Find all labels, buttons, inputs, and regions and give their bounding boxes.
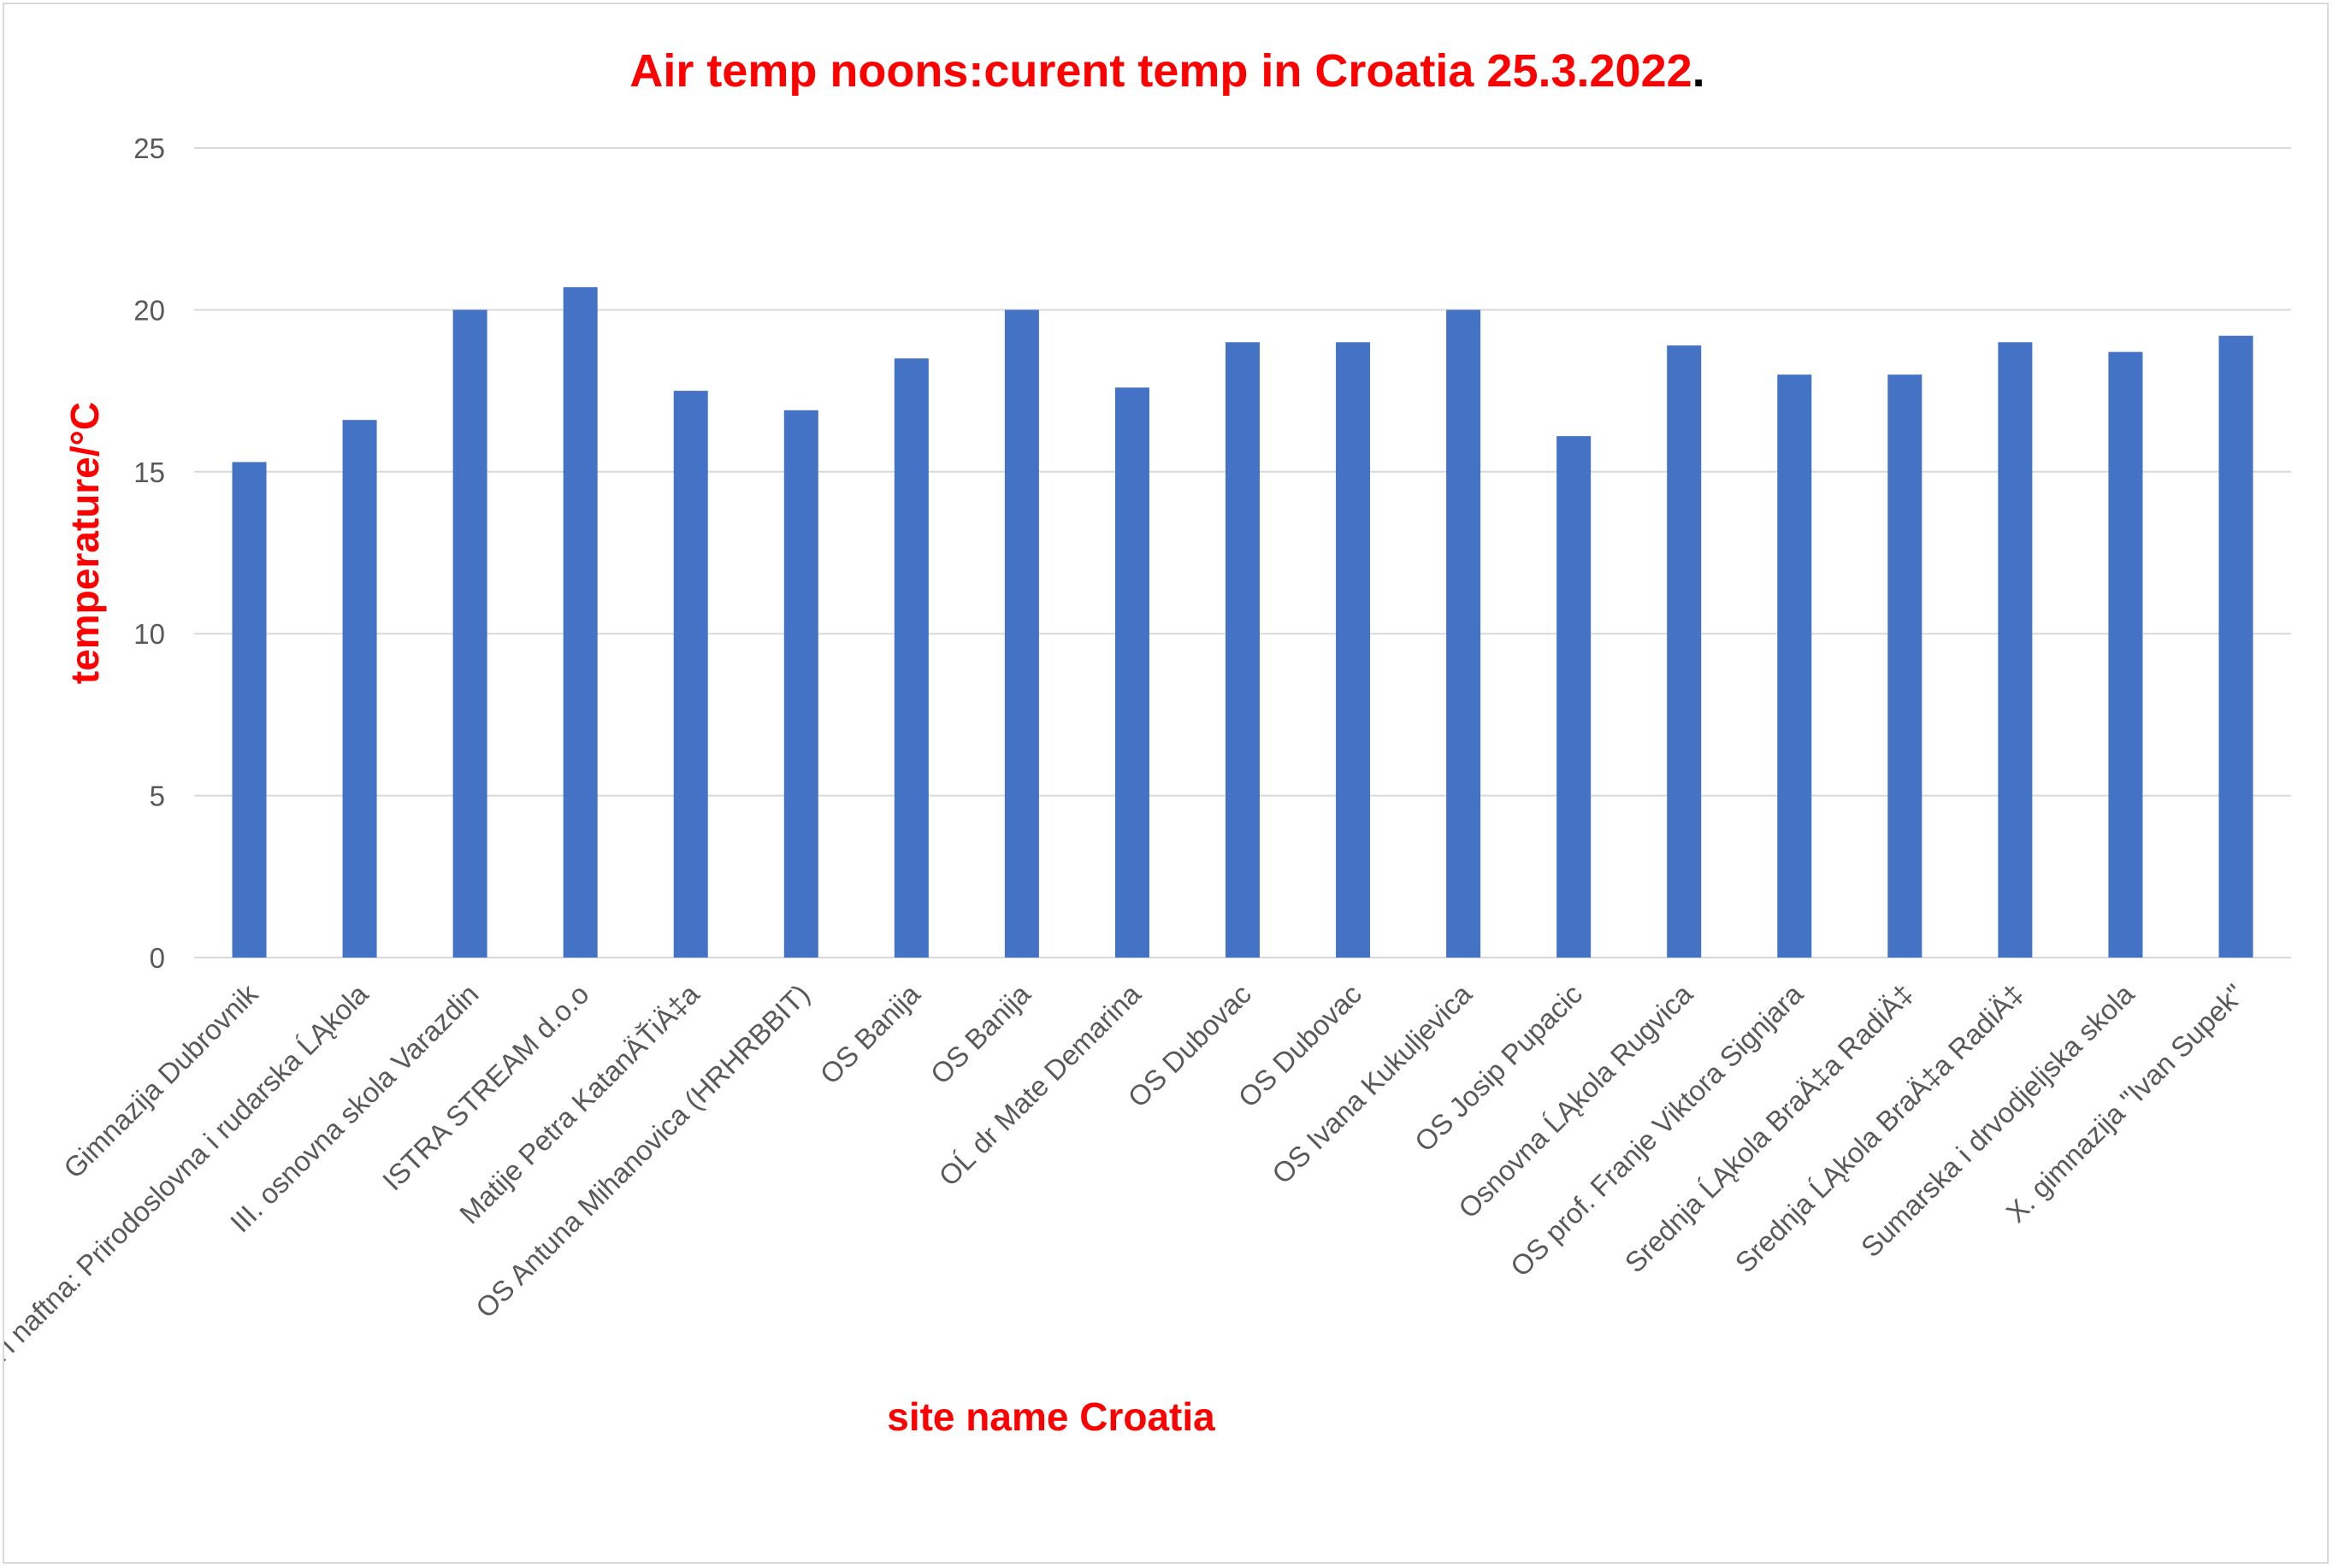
x-category-label: X. gimnazija "Ivan Supek": [1999, 978, 2250, 1229]
bar: [2218, 335, 2253, 958]
chart-frame: Air temp noons:curent temp in Croatia 25…: [3, 3, 2329, 1564]
bar-chart: Air temp noons:curent temp in Croatia 25…: [4, 45, 2291, 1549]
bar: [783, 410, 818, 958]
y-tick-label: 15: [133, 457, 165, 488]
x-axis-title: site name Croatia: [887, 1394, 1215, 1439]
bar: [1336, 342, 1371, 958]
chart-title-suffix: .: [1692, 45, 1705, 97]
y-tick-labels: 0 5 10 15 20 25: [133, 133, 165, 974]
x-category-label: OĹ dr Mate Demarina: [932, 977, 1147, 1192]
y-tick-label: 25: [133, 133, 165, 164]
bar: [2108, 351, 2143, 958]
bar: [232, 462, 267, 958]
bar: [1114, 387, 1149, 958]
y-tick-label: 5: [150, 781, 165, 812]
chart-title-main: Air temp noons:curent temp in Croatia 25…: [629, 45, 1692, 97]
bar: [1556, 436, 1592, 958]
bar: [894, 358, 929, 958]
bar: [1777, 374, 1812, 958]
bar: [1004, 309, 1039, 958]
bar: [1887, 374, 1923, 958]
x-category-label: Osnovna ĹĄkola Rugvica: [1452, 977, 1699, 1224]
bar: [1446, 309, 1481, 958]
bar: [342, 420, 377, 958]
bar: [673, 391, 708, 958]
x-category-labels: Gimnazija DubrovnikGeodetska, rudarska i…: [4, 977, 2250, 1549]
y-tick-label: 0: [150, 942, 165, 974]
bars: [232, 286, 2253, 958]
y-tick-label: 20: [133, 294, 165, 326]
chart-title: Air temp noons:curent temp in Croatia 25…: [629, 45, 1704, 97]
x-category-label: Gimnazija Dubrovnik: [57, 977, 264, 1184]
y-tick-label: 10: [133, 618, 165, 650]
x-category-label: ISTRA STREAM d.o.o: [376, 978, 595, 1197]
bar: [1998, 342, 2033, 958]
bar: [452, 309, 487, 958]
bar: [1667, 345, 1702, 958]
y-axis-title: temperature/°C: [62, 402, 107, 684]
x-category-label: OS Ivana Kukuljevica: [1266, 977, 1478, 1189]
x-category-label: OS Banija: [924, 977, 1037, 1090]
bar: [1226, 342, 1260, 958]
bar: [563, 286, 598, 958]
x-category-label: OS Banija: [814, 977, 927, 1090]
